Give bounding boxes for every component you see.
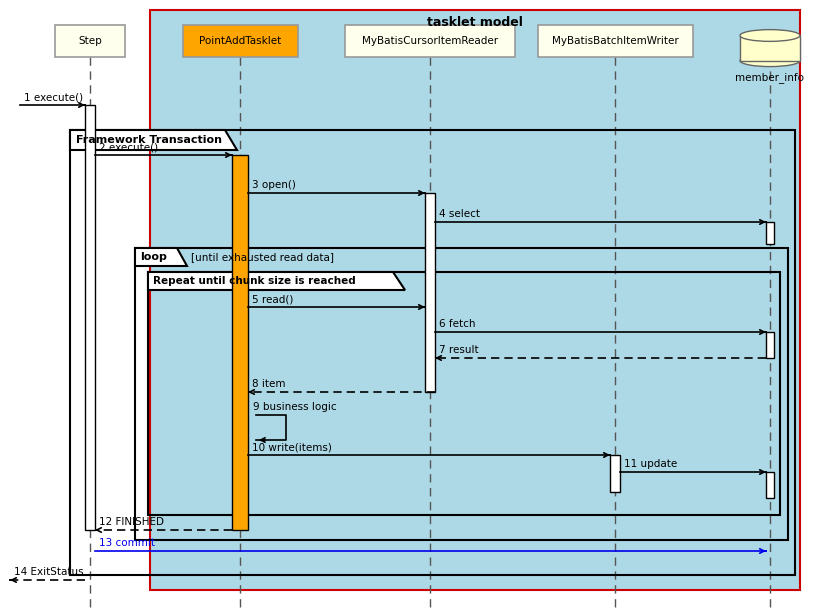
Bar	[345, 25, 515, 57]
Bar	[150, 10, 800, 590]
Text: PointAddTasklet: PointAddTasklet	[199, 36, 281, 46]
Text: 8 item: 8 item	[252, 379, 286, 389]
Text: 12 FINISHED: 12 FINISHED	[99, 517, 164, 527]
Text: 9 business logic: 9 business logic	[253, 402, 337, 412]
Polygon shape	[70, 130, 237, 150]
Text: [until exhausted read data]: [until exhausted read data]	[191, 252, 334, 262]
Bar	[610, 455, 620, 492]
Bar	[766, 222, 774, 244]
Text: 7 result: 7 result	[439, 345, 479, 355]
Bar	[766, 472, 774, 498]
Ellipse shape	[740, 55, 800, 66]
Bar	[766, 332, 774, 358]
Bar	[182, 25, 297, 57]
Bar	[55, 25, 125, 57]
Text: MyBatisCursorItemReader: MyBatisCursorItemReader	[362, 36, 498, 46]
Text: Step: Step	[78, 36, 102, 46]
Text: member_info: member_info	[736, 72, 805, 83]
Text: Repeat until chunk size is reached: Repeat until chunk size is reached	[153, 276, 356, 286]
Text: 11 update: 11 update	[624, 459, 677, 469]
Text: MyBatisBatchItemWriter: MyBatisBatchItemWriter	[552, 36, 679, 46]
Polygon shape	[148, 272, 405, 290]
Bar	[135, 248, 788, 540]
Ellipse shape	[740, 30, 800, 41]
Text: 14 ExitStatus: 14 ExitStatus	[14, 567, 84, 577]
Text: 10 write(items): 10 write(items)	[252, 442, 332, 452]
Bar	[425, 193, 435, 392]
Text: 13 commit: 13 commit	[99, 538, 155, 548]
Polygon shape	[135, 248, 187, 266]
Text: loop: loop	[140, 252, 167, 262]
Bar	[232, 155, 248, 530]
Text: 1 execute(): 1 execute()	[24, 92, 83, 102]
Text: 6 fetch: 6 fetch	[439, 319, 475, 329]
Text: tasklet model: tasklet model	[427, 15, 523, 29]
Text: 4 select: 4 select	[439, 209, 480, 219]
Bar	[740, 35, 800, 61]
Text: Framework Transaction: Framework Transaction	[76, 135, 222, 145]
Bar	[85, 105, 95, 530]
Bar	[70, 130, 795, 575]
Text: 3 open(): 3 open()	[252, 180, 296, 190]
Text: 2 execute(): 2 execute()	[99, 142, 158, 152]
Bar	[148, 272, 780, 515]
Bar	[538, 25, 692, 57]
Text: 5 read(): 5 read()	[252, 294, 293, 304]
